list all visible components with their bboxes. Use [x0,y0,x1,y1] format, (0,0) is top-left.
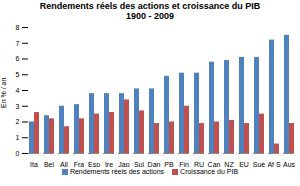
svg-text:Fin: Fin [179,161,189,167]
svg-text:Dan: Dan [148,161,161,167]
svg-text:Fra: Fra [74,161,85,167]
svg-text:0: 0 [16,150,20,157]
svg-text:5: 5 [16,71,20,78]
svg-text:Aus: Aus [283,161,296,167]
svg-text:8: 8 [16,24,20,31]
html-text:En % / an: En % / an [0,77,7,108]
svg-text:RU: RU [194,161,204,167]
svg-text:Ire: Ire [105,161,113,167]
svg-text:Esp: Esp [88,161,100,167]
svg-text:Suè: Suè [253,161,266,167]
html-text:Croissance du PIB: Croissance du PIB [180,168,239,175]
svg-text:Af S: Af S [267,161,281,167]
html-text:Rendements réels des actions e: Rendements réels des actions et croissan… [39,1,261,21]
svg-text:PB: PB [164,161,174,167]
svg-text:6: 6 [16,55,20,62]
svg-text:3: 3 [16,102,20,109]
svg-text:Jap: Jap [118,161,129,167]
svg-text:Ita: Ita [30,161,38,167]
svg-text:2: 2 [16,118,20,125]
svg-text:1: 1 [16,134,20,141]
svg-text:4: 4 [16,87,20,94]
svg-text:7: 7 [16,39,20,46]
svg-text:Sui: Sui [134,161,145,167]
svg-text:NZ: NZ [224,161,234,167]
html-text:Rendements réels des actions: Rendements réels des actions [69,168,165,175]
svg-text:EU: EU [239,161,249,167]
svg-text:Bel: Bel [44,161,55,167]
svg-text:All: All [60,161,68,167]
svg-text:Can: Can [208,161,221,167]
